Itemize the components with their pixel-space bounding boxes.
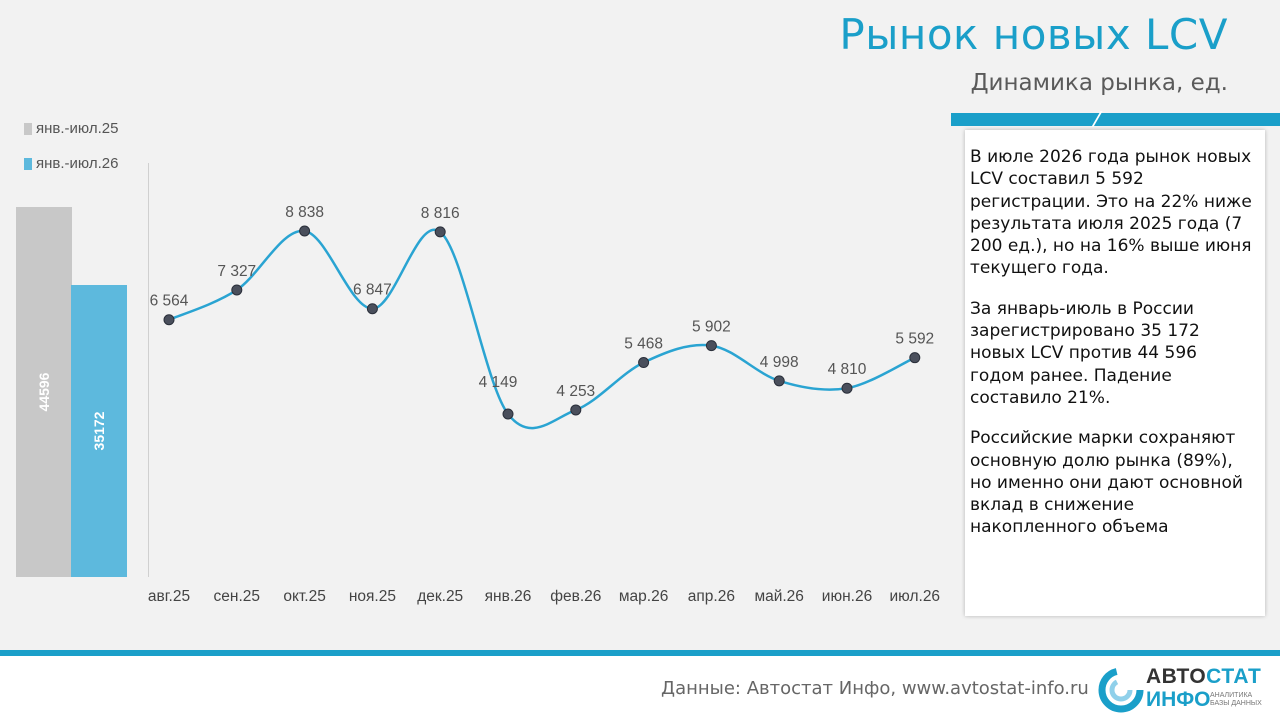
logo-text-stat: СТАТ <box>1206 665 1262 688</box>
data-label: 8 816 <box>421 205 460 222</box>
data-label: 6 847 <box>353 282 392 299</box>
x-tick-label: апр.26 <box>687 588 735 605</box>
data-label: 6 564 <box>150 293 189 310</box>
info-box: В июле 2026 года рынок новых LCV состави… <box>965 130 1265 616</box>
logo-small-1: АНАЛИТИКА <box>1210 692 1253 699</box>
data-label: 4 998 <box>760 354 799 371</box>
legend-item-prev: янв.-июл.25 <box>24 120 118 137</box>
accent-bar <box>951 113 1280 126</box>
data-point <box>841 382 853 394</box>
legend-item-curr: янв.-июл.26 <box>24 155 118 172</box>
x-tick-label: авг.25 <box>147 588 191 605</box>
source-text: Данные: Автостат Инфо, www.avtostat-info… <box>661 678 1089 699</box>
logo-icon <box>1098 667 1144 713</box>
x-tick-label: мар.26 <box>618 588 669 605</box>
bar-value-label: 35172 <box>91 411 107 451</box>
data-point <box>502 408 514 420</box>
x-tick-label: окт.25 <box>283 588 326 605</box>
data-label: 5 468 <box>624 336 663 353</box>
data-point <box>570 404 582 416</box>
logo-text-avto: АВТО <box>1146 665 1207 688</box>
data-label: 5 902 <box>692 319 731 336</box>
bar-jan-jul-25: 44596 <box>16 207 72 577</box>
legend-label-curr: янв.-июл.26 <box>36 155 119 172</box>
x-tick-label: ноя.25 <box>348 588 396 605</box>
x-tick-label: сен.25 <box>213 588 261 605</box>
avtostat-logo: АВТОСТАТ ИНФО АНАЛИТИКА БАЗЫ ДАННЫХ <box>1098 664 1270 716</box>
logo-small-2: БАЗЫ ДАННЫХ <box>1210 700 1262 707</box>
data-point <box>231 284 243 296</box>
page-title: Рынок новых LCV <box>839 10 1228 59</box>
legend-swatch-prev <box>24 122 32 135</box>
chart-axis-line <box>148 163 149 577</box>
footer-accent-bar <box>0 650 1280 656</box>
x-tick-label: июн.26 <box>821 588 873 605</box>
page-subtitle: Динамика рынка, ед. <box>970 70 1228 96</box>
data-label: 7 327 <box>217 263 256 280</box>
x-tick-label: янв.26 <box>484 588 532 605</box>
data-point <box>299 225 311 237</box>
logo-text-top: АВТОСТАТ <box>1146 665 1261 689</box>
data-point <box>366 303 378 315</box>
data-label: 4 253 <box>556 383 595 400</box>
data-point <box>434 226 446 238</box>
data-point <box>705 340 717 352</box>
legend-label-prev: янв.-июл.25 <box>36 120 119 137</box>
data-point <box>773 375 785 387</box>
data-label: 4 149 <box>479 374 518 391</box>
series-line <box>168 228 916 430</box>
bar-value-label: 44596 <box>36 372 52 412</box>
logo-text-info: ИНФО <box>1146 688 1211 711</box>
x-tick-label: май.26 <box>754 588 804 605</box>
data-label: 5 592 <box>895 331 934 348</box>
footer <box>0 656 1280 720</box>
info-paragraph-3: Российские марки сохраняют основную долю… <box>970 428 1243 538</box>
data-label: 4 810 <box>828 361 867 378</box>
x-tick-label: фев.26 <box>550 588 602 605</box>
info-paragraph-2: За январь-июль в России зарегистрировано… <box>970 298 1200 408</box>
data-point <box>909 352 921 364</box>
logo-small-text: АНАЛИТИКА БАЗЫ ДАННЫХ <box>1210 692 1262 708</box>
legend-swatch-curr <box>24 157 32 170</box>
data-point <box>638 357 650 369</box>
bar-jan-jul-26: 35172 <box>71 285 127 577</box>
x-tick-label: июл.26 <box>889 588 941 605</box>
data-point <box>163 314 175 326</box>
x-tick-label: дек.25 <box>417 588 464 605</box>
data-label: 8 838 <box>285 204 324 221</box>
info-paragraph-1: В июле 2026 года рынок новых LCV состави… <box>970 147 1252 279</box>
